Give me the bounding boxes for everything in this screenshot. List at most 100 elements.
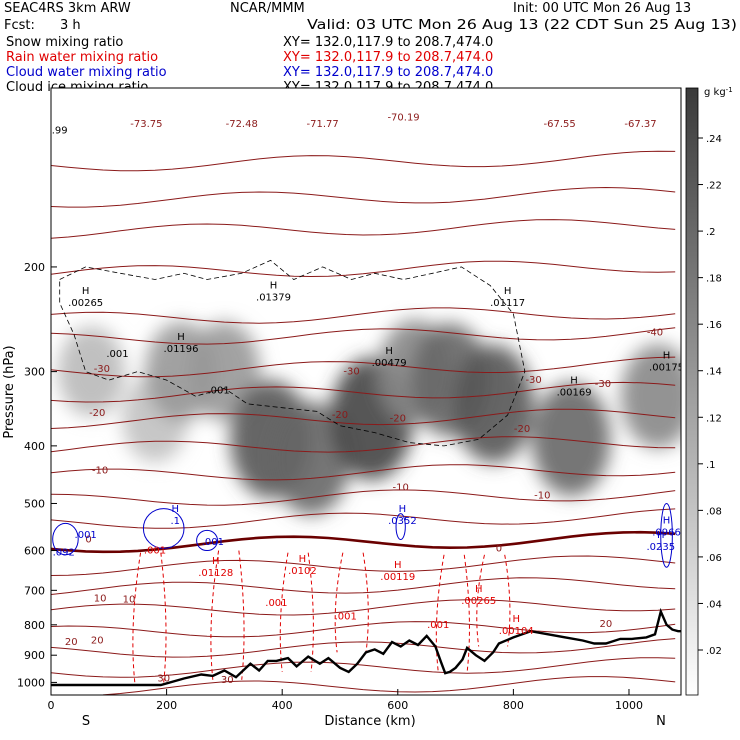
snow-max-label: .00265 <box>68 298 103 309</box>
isotherm-line <box>51 638 676 658</box>
cloud-water-contour <box>52 522 79 556</box>
colorbar-tick-label: .24 <box>706 134 722 145</box>
x-tick-label: 800 <box>503 699 524 712</box>
cloud-water-contour <box>395 513 406 541</box>
temperature-label: 0 <box>85 535 91 546</box>
rain-max-marker: H <box>212 556 220 567</box>
temperature-label: 0 <box>496 543 502 554</box>
isotherm-line <box>51 489 676 506</box>
cloud-water-contour-label: .092 <box>53 548 75 559</box>
temperature-label: -10 <box>92 465 108 476</box>
isotherm-line <box>51 150 676 172</box>
colorbar-tick-label: .06 <box>706 553 722 564</box>
y-tick-label: 900 <box>24 649 45 662</box>
colorbar-tick-label: .16 <box>706 320 722 331</box>
isotherm-line <box>51 464 676 481</box>
snow-max-label: .00175 <box>649 362 684 373</box>
y-tick-label: 1000 <box>17 676 45 689</box>
temperature-label: -30 <box>595 379 611 390</box>
rain-max-marker: H <box>475 584 483 595</box>
y-tick-label: 300 <box>24 366 45 379</box>
field-legend: Snow mixing ratio XY= 132.0,117.9 to 208.… <box>6 35 493 95</box>
snow-contour-label: .001 <box>207 386 229 397</box>
rain-max-label: .0102 <box>288 566 317 577</box>
snow-max-marker: H <box>570 375 578 386</box>
temperature-label: 30 <box>157 674 170 685</box>
rain-max-marker: H <box>513 614 521 625</box>
y-axis-label: Pressure (hPa) <box>2 345 17 438</box>
rain-max-marker: H <box>394 560 402 571</box>
isotherm-line <box>51 508 676 529</box>
snow-max-marker: H <box>82 286 90 297</box>
contour-labels: -73.75 -72.48 -71.77 -70.19 -67.55 -67.37 -40 -… <box>52 112 684 686</box>
temperature-label: -67.55 <box>543 119 575 130</box>
isotherm-line <box>51 219 676 239</box>
colorbar-tick-label: .2 <box>706 227 716 238</box>
field-name-0: Snow mixing ratio <box>6 35 123 50</box>
rain-contour-label: .001 <box>427 620 449 631</box>
isotherm-line <box>51 408 676 429</box>
rain-column <box>435 554 470 672</box>
x-tick-label: 600 <box>387 699 408 712</box>
rain-max-label: .00119 <box>380 572 415 583</box>
snow-max-label: .01379 <box>256 292 291 303</box>
temperature-label: -10 <box>393 482 409 493</box>
x-tick-label: 0 <box>48 699 55 712</box>
snow-shading <box>57 319 681 516</box>
temperature-label: 30 <box>221 675 234 686</box>
snow-outline <box>59 259 526 447</box>
y-tick-label: 700 <box>24 584 45 597</box>
cloud-water-max-marker: H <box>172 504 180 515</box>
isotherm-line <box>51 436 676 453</box>
y-tick-label: 500 <box>24 497 45 510</box>
snow-max-label: .00169 <box>557 387 592 398</box>
colorbar-unit: g kg-1 <box>704 86 733 98</box>
cloud-water-contour-label: .001 <box>75 530 97 541</box>
snow-max-marker: H <box>385 346 393 357</box>
colorbar-tick-label: .1 <box>706 460 716 471</box>
x-tick-label: 400 <box>272 699 293 712</box>
isotherm-line <box>51 307 676 324</box>
temperature-label: 20 <box>65 637 78 648</box>
cloud-water-contour <box>196 529 218 552</box>
cloud-water-max-marker: H <box>657 530 665 541</box>
rain-max-marker: H <box>299 554 307 565</box>
isotherm-line <box>92 676 676 695</box>
temperature-label: -70.19 <box>387 112 419 123</box>
colorbar: .24 .22 .2 .18 .16 .14 .12 .1 .08 .06 .04 .02 <box>685 87 722 696</box>
rain-contour-label: .001 <box>335 612 357 623</box>
rain-column <box>334 552 369 653</box>
x-left-end-label: S <box>82 714 90 729</box>
cloud-water-max-label: .1 <box>170 516 180 527</box>
temperature-label: 20 <box>599 619 612 630</box>
y-tick-label: 800 <box>24 619 45 632</box>
temperature-contours <box>51 150 676 695</box>
snow-max-label: .00479 <box>372 358 407 369</box>
init-time: Init: 00 UTC Mon 26 Aug 13 <box>513 1 691 16</box>
colorbar-tick-label: .12 <box>706 413 722 424</box>
field-extent-1: XY= 132.0,117.9 to 208.7,474.0 <box>283 50 493 65</box>
temperature-label: -71.77 <box>307 119 339 130</box>
temperature-label: 10 <box>94 593 107 604</box>
temperature-label: -67.37 <box>624 119 656 130</box>
cloud-water-max-label: .0352 <box>388 516 417 527</box>
snow-max-marker: H <box>504 286 512 297</box>
isotherm-line <box>51 381 676 403</box>
temperature-label: -10 <box>534 491 550 502</box>
cloud-water-contour <box>660 502 673 568</box>
colorbar-tick-label: .14 <box>706 367 722 378</box>
isotherm-line <box>51 577 676 595</box>
cloud-water-contours <box>52 502 673 568</box>
colorbar-tick-label: .04 <box>706 599 722 610</box>
temperature-label: -20 <box>332 410 348 421</box>
snow-core <box>57 326 125 417</box>
snow-core <box>271 401 351 516</box>
isotherm-line <box>51 530 676 554</box>
rain-column <box>476 554 511 647</box>
temperature-label: -30 <box>343 367 359 378</box>
cloud-water-max-marker: H <box>399 504 407 515</box>
temperature-label: -20 <box>514 424 530 435</box>
isotherm-line <box>51 186 676 208</box>
field-extent-0: XY= 132.0,117.9 to 208.7,474.0 <box>283 35 493 50</box>
x-tick-label: 200 <box>156 699 177 712</box>
